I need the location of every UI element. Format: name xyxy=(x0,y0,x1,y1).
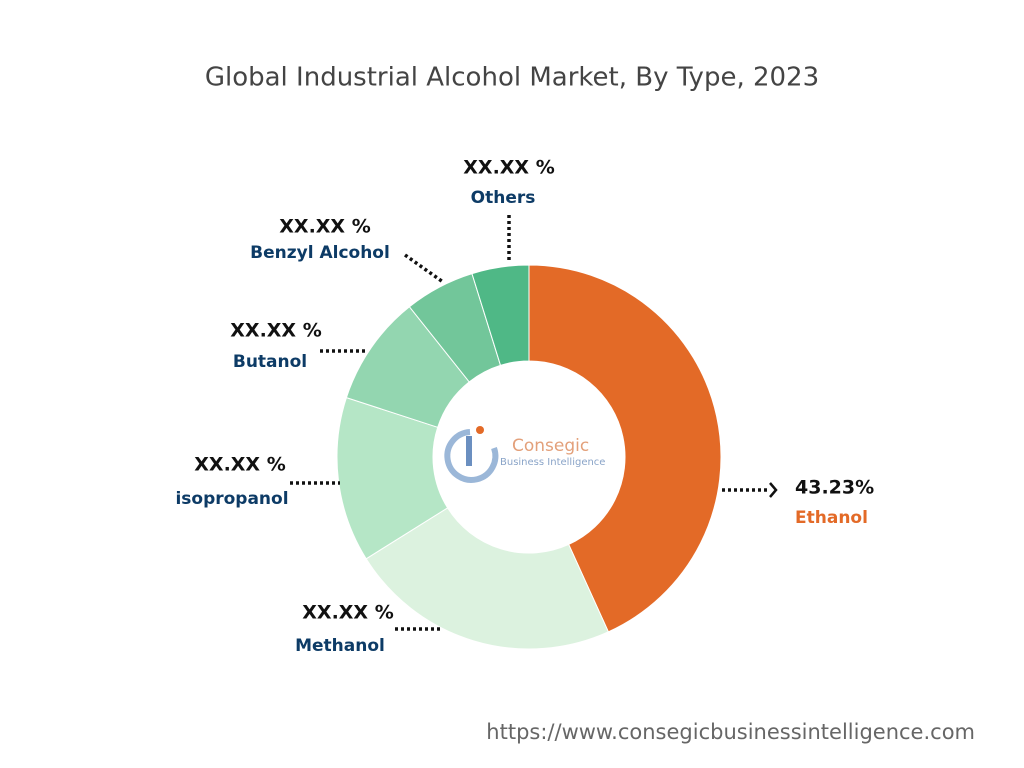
logo-icon xyxy=(466,436,472,466)
logo-tagline: Business Intelligence xyxy=(500,457,605,468)
category-label: Benzyl Alcohol xyxy=(250,243,390,263)
data-label: XX.XX % xyxy=(194,454,285,476)
data-label: 43.23% xyxy=(795,477,874,499)
category-label: Butanol xyxy=(233,352,307,372)
source-url: https://www.consegicbusinessintelligence… xyxy=(486,720,975,744)
data-label: XX.XX % xyxy=(279,216,370,238)
category-label: Methanol xyxy=(295,636,385,656)
logo-icon xyxy=(476,426,484,434)
category-label: Others xyxy=(471,188,536,208)
donut-slice xyxy=(528,264,722,633)
donut-slice xyxy=(471,264,530,366)
data-label: XX.XX % xyxy=(302,602,393,624)
data-label: XX.XX % xyxy=(230,320,321,342)
leader-line xyxy=(403,253,445,284)
data-label: XX.XX % xyxy=(463,157,554,179)
logo: Consegic Business Intelligence xyxy=(444,426,605,483)
leader-arrow xyxy=(769,482,778,498)
category-label: isopropanol xyxy=(175,489,288,509)
logo-icon xyxy=(444,429,499,483)
donut-slice xyxy=(365,507,610,650)
logo-name: Consegic xyxy=(512,436,589,456)
category-label: Ethanol xyxy=(795,508,868,528)
chart-title: Global Industrial Alcohol Market, By Typ… xyxy=(205,63,819,93)
